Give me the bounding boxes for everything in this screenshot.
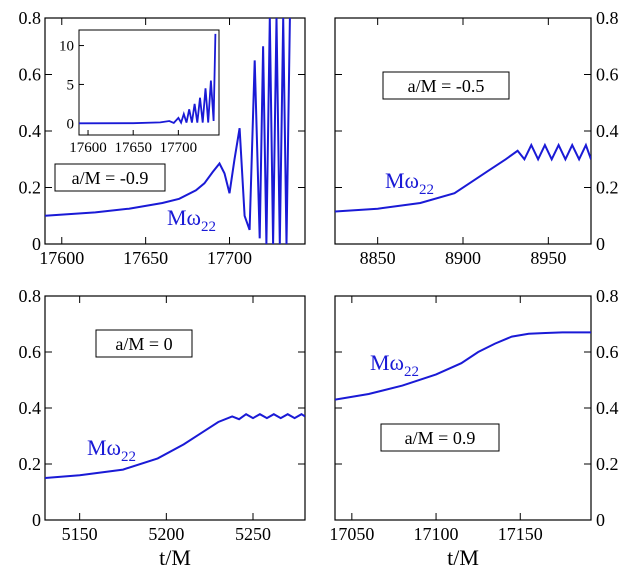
curve-label: Mω22 <box>385 168 434 198</box>
parameter-label: a/M = -0.9 <box>72 168 149 188</box>
y-tick-label: 0.2 <box>19 454 42 474</box>
x-tick-label: 17600 <box>39 248 84 268</box>
inset-y-tick-label: 0 <box>67 116 75 132</box>
x-tick-label: 5250 <box>235 524 271 544</box>
curve-label: Mω22 <box>370 350 419 380</box>
x-tick-label: 17150 <box>498 524 543 544</box>
plot-frame <box>334 17 592 245</box>
y-tick-label: 0 <box>596 234 605 254</box>
y-tick-label: 0.4 <box>596 398 619 418</box>
y-tick-label: 0.6 <box>19 65 42 85</box>
y-tick-label: 0.6 <box>596 65 619 85</box>
y-tick-label: 0.2 <box>19 178 42 198</box>
curve-label: Mω22 <box>167 205 216 235</box>
parameter-box <box>54 163 166 192</box>
y-tick-label: 0.6 <box>19 342 42 362</box>
series-line <box>335 331 591 401</box>
panel-a-0-9: 17050 17100 17150 0 0.2 0.4 0.6 0.8 a/M = 0.9 M… <box>329 286 618 570</box>
parameter-box <box>380 423 500 452</box>
series-line <box>45 413 305 479</box>
y-tick-label: 0.4 <box>19 398 42 418</box>
inset-x-tick-label: 17600 <box>69 140 107 156</box>
parameter-label: a/M = -0.5 <box>408 76 485 96</box>
inset-plot: 17600 17650 17700 0 5 10 <box>59 29 220 156</box>
x-tick-label: 17100 <box>414 524 459 544</box>
x-tick-label: 8900 <box>445 248 481 268</box>
y-tick-label: 0.4 <box>19 121 42 141</box>
inset-y-tick-label: 5 <box>67 77 75 93</box>
plot-frame <box>334 295 592 521</box>
x-tick-label: 8850 <box>360 248 396 268</box>
y-tick-label: 0.6 <box>596 342 619 362</box>
curve-label: Mω22 <box>87 435 136 465</box>
y-tick-label: 0.8 <box>596 8 619 28</box>
panel-a-0: 5150 5200 5250 0 0.2 0.4 0.6 0.8 a/M = 0 Mω22 t… <box>19 286 306 570</box>
y-tick-label: 0.4 <box>596 121 619 141</box>
y-tick-label: 0.8 <box>596 286 619 306</box>
y-tick-label: 0 <box>596 510 605 530</box>
x-tick-label: 8950 <box>530 248 566 268</box>
y-tick-label: 0.8 <box>19 286 42 306</box>
series-line <box>335 142 591 213</box>
x-tick-label: 17700 <box>207 248 252 268</box>
y-tick-label: 0 <box>32 234 41 254</box>
inset-x-tick-label: 17650 <box>114 140 152 156</box>
y-tick-label: 0.8 <box>19 8 42 28</box>
y-tick-label: 0 <box>32 510 41 530</box>
x-axis-label: t/M <box>447 545 479 570</box>
parameter-label: a/M = 0.9 <box>405 428 476 448</box>
x-tick-label: 17050 <box>329 524 374 544</box>
y-tick-label: 0.2 <box>596 178 619 198</box>
parameter-box <box>95 329 193 358</box>
parameter-box <box>382 71 510 100</box>
x-tick-label: 5200 <box>148 524 184 544</box>
x-tick-label: 5150 <box>62 524 98 544</box>
inset-series-line <box>79 33 217 125</box>
panel-a-minus-0-5: 8850 8900 8950 0 0.2 0.4 0.6 0.8 a/M = -0.5 Mω2… <box>334 8 619 268</box>
series-line <box>45 18 291 244</box>
inset-y-tick-label: 10 <box>59 39 74 55</box>
inset-x-tick-label: 17700 <box>160 140 198 156</box>
x-axis-label: t/M <box>159 545 191 570</box>
y-tick-label: 0.2 <box>596 454 619 474</box>
x-tick-label: 17650 <box>123 248 168 268</box>
parameter-label: a/M = 0 <box>115 334 172 354</box>
